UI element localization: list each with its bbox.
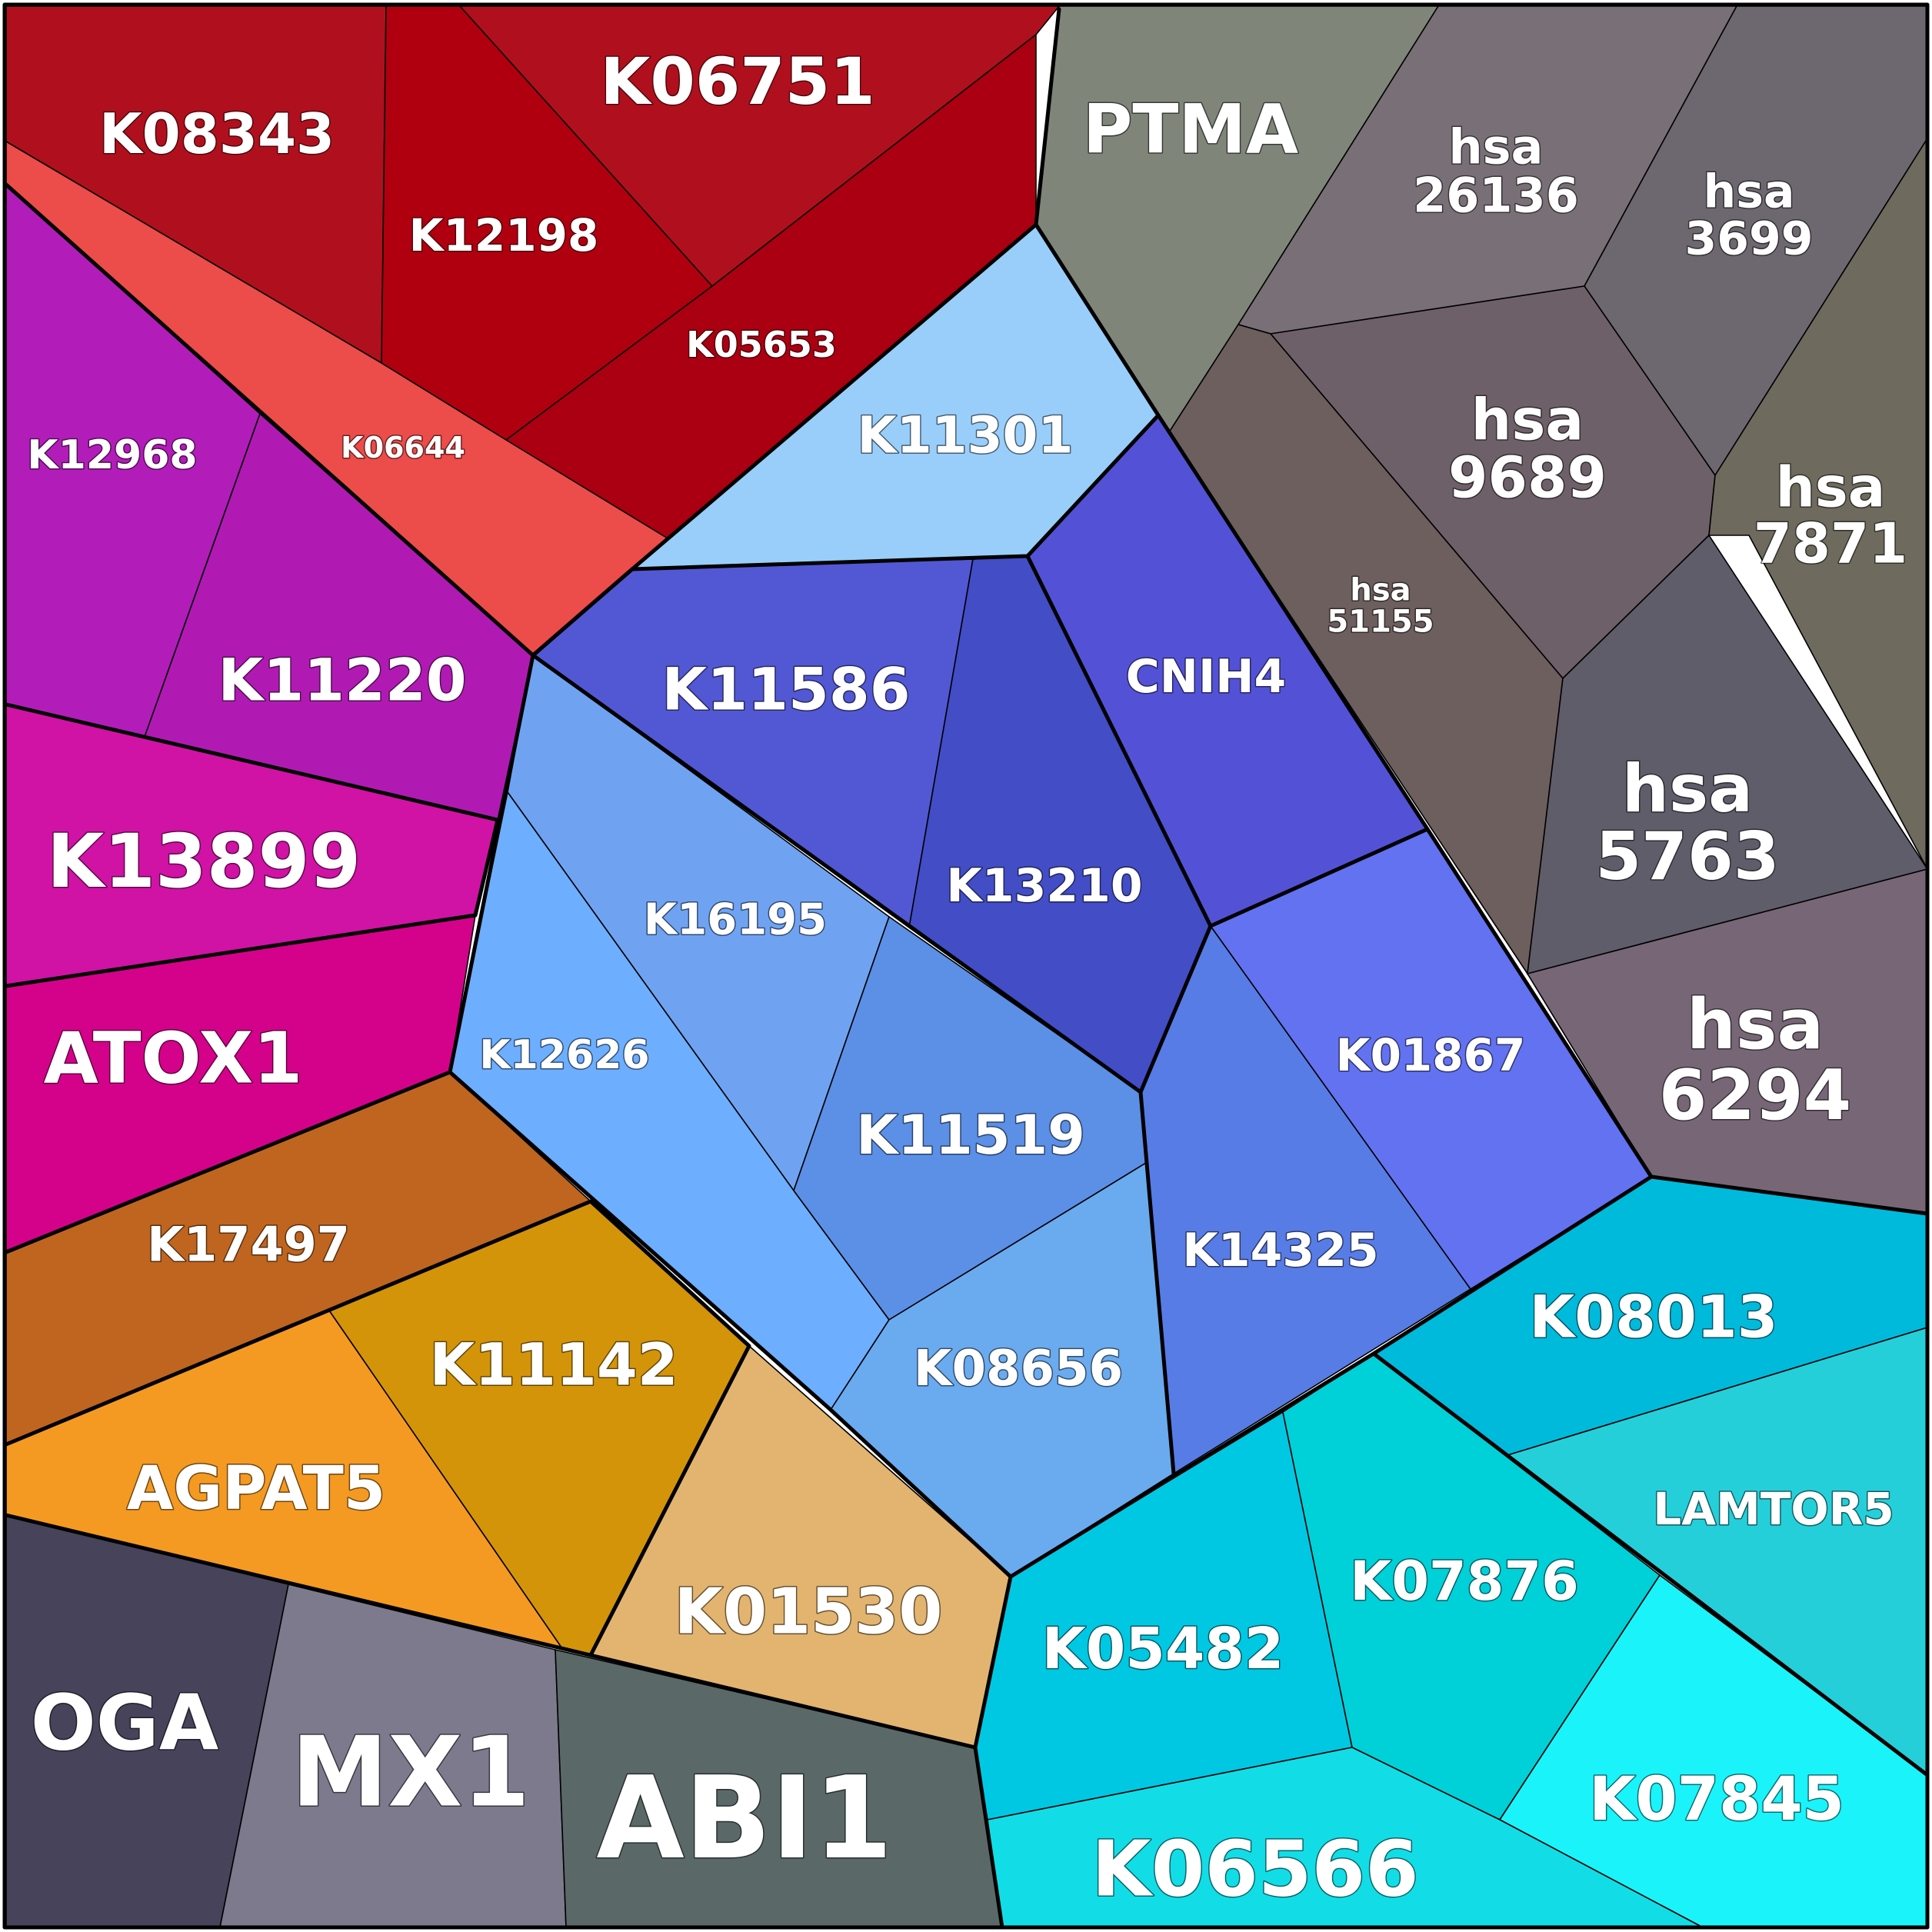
label-abi1: ABI1 (596, 1752, 892, 1884)
blue-internal-boundary-2 (1025, 554, 1213, 928)
label-k12198: K12198 (409, 209, 599, 261)
blue-internal-boundary-3 (1138, 1090, 1176, 1476)
label-k11142: K11142 (429, 1331, 678, 1399)
label-k08656: K08656 (914, 1341, 1123, 1397)
label-k14325: K14325 (1182, 1224, 1378, 1277)
label-k06566: K06566 (1091, 1824, 1418, 1914)
label-k11519: K11519 (856, 1104, 1085, 1167)
label-k05653: K05653 (686, 324, 837, 365)
label-k13899: K13899 (47, 818, 361, 904)
group-boundary-blue (531, 413, 1654, 1579)
label-atox1: ATOX1 (44, 1018, 303, 1100)
label-k01867: K01867 (1336, 1029, 1526, 1081)
label-k05482: K05482 (1042, 1616, 1284, 1682)
label-oga: OGA (31, 1678, 218, 1768)
blue-internal-boundary (531, 653, 1430, 1094)
label-k12626: K12626 (479, 1032, 649, 1078)
label-k13210: K13210 (946, 859, 1142, 913)
label-k07876: K07876 (1350, 1550, 1579, 1613)
label-k06644: K06644 (341, 431, 465, 465)
label-k01530: K01530 (675, 1576, 943, 1649)
label-k12968: K12968 (27, 432, 197, 478)
label-k17497: K17497 (147, 1217, 350, 1273)
label-k11586: K11586 (661, 655, 910, 724)
cells-layer (5, 5, 1929, 1928)
cyan-internal-boundary (1371, 1351, 1930, 1777)
orange-internal-boundary (4, 1199, 751, 1657)
label-cnih4: CNIH4 (1126, 650, 1287, 704)
group-boundary-grey-bottom (973, 1745, 1004, 1930)
label-k16195: K16195 (644, 895, 827, 945)
label-k06751: K06751 (600, 44, 874, 119)
label-ptma: PTMA (1083, 90, 1298, 169)
label-hsa-51155: hsa 51155 (1327, 573, 1434, 640)
label-agpat5: AGPAT5 (127, 1454, 385, 1524)
label-k07845: K07845 (1589, 1765, 1844, 1834)
label-k08013: K08013 (1529, 1283, 1777, 1351)
group-boundary-grey (1034, 222, 1161, 418)
label-hsa-26136: hsa 26136 (1413, 118, 1579, 223)
label-k08343: K08343 (99, 102, 335, 166)
group-boundary-cyan (1649, 1174, 1930, 1216)
labels-layer: K08343 K12198 K06751 K05653 K06644 K12968 K112… (26, 43, 1909, 1916)
label-hsa-7871: hsa 7871 (1754, 455, 1907, 575)
label-lamtor5: LAMTOR5 (1653, 1483, 1894, 1535)
label-mx1: MX1 (291, 1716, 530, 1829)
label-hsa-5763: hsa 5763 (1595, 751, 1779, 895)
label-hsa-3699: hsa 3699 (1685, 165, 1814, 265)
magenta-internal-boundary (4, 702, 500, 988)
label-k11220: K11220 (218, 646, 466, 715)
label-hsa-6294: hsa 6294 (1659, 984, 1852, 1136)
label-k11301: K11301 (858, 406, 1074, 465)
label-hsa-9689: hsa 9689 (1448, 387, 1607, 511)
